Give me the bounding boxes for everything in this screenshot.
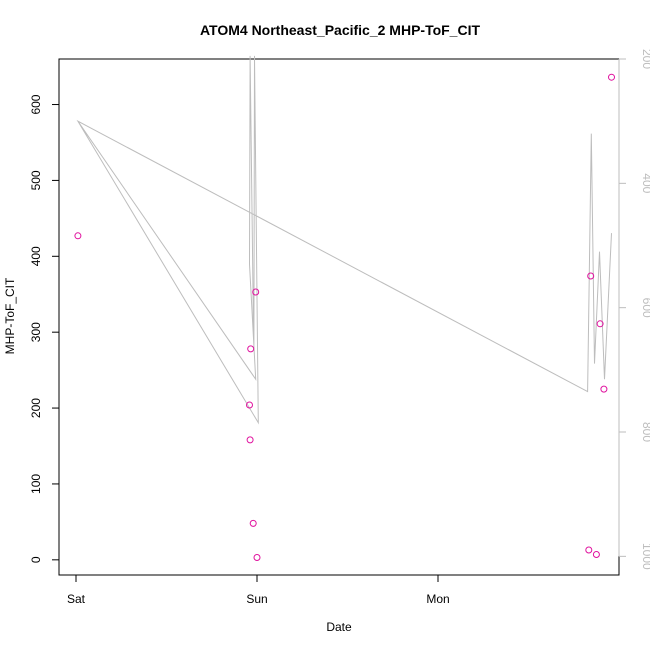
y-axis-label: MHP-ToF_CIT bbox=[3, 277, 17, 354]
data-point bbox=[587, 272, 595, 280]
y2-tick-label: 800 bbox=[640, 422, 650, 442]
data-point bbox=[585, 546, 593, 554]
data-point bbox=[246, 401, 253, 409]
line-series-path bbox=[76, 55, 612, 425]
y-tick-label: 100 bbox=[29, 474, 43, 494]
y2-tick-label: 200 bbox=[640, 49, 650, 69]
data-point bbox=[600, 385, 608, 393]
y2-tick-label: 400 bbox=[640, 173, 650, 193]
y-tick-label: 300 bbox=[29, 322, 43, 342]
data-point bbox=[608, 73, 615, 81]
data-point bbox=[246, 436, 254, 444]
x-tick-label: Mon bbox=[426, 592, 449, 606]
data-point bbox=[592, 551, 600, 558]
plot-frame bbox=[58, 58, 620, 576]
y2-tick-label: 1000 bbox=[640, 543, 650, 570]
x-axis: Sat Sun Mon bbox=[67, 574, 450, 606]
x-tick-label: Sun bbox=[246, 592, 267, 606]
y-axis-right: 200 400 600 800 1000 bbox=[618, 49, 650, 570]
data-point bbox=[249, 519, 257, 527]
line-series bbox=[76, 55, 612, 425]
y-tick-label: 400 bbox=[29, 246, 43, 266]
y-axis-left: 0 100 200 300 400 500 600 bbox=[29, 94, 60, 563]
scatter-points bbox=[74, 73, 615, 561]
data-point bbox=[74, 232, 82, 240]
data-point bbox=[252, 288, 260, 296]
data-point bbox=[596, 320, 604, 328]
y-tick-label: 200 bbox=[29, 398, 43, 418]
y2-tick-label: 600 bbox=[640, 298, 650, 318]
y-tick-label: 0 bbox=[29, 556, 43, 563]
y-tick-label: 600 bbox=[29, 94, 43, 114]
data-point bbox=[247, 345, 255, 353]
data-point bbox=[253, 554, 261, 561]
chart-title: ATOM4 Northeast_Pacific_2 MHP-ToF_CIT bbox=[200, 22, 481, 38]
y-tick-label: 500 bbox=[29, 170, 43, 190]
x-tick-label: Sat bbox=[67, 592, 86, 606]
x-axis-label: Date bbox=[326, 620, 352, 634]
